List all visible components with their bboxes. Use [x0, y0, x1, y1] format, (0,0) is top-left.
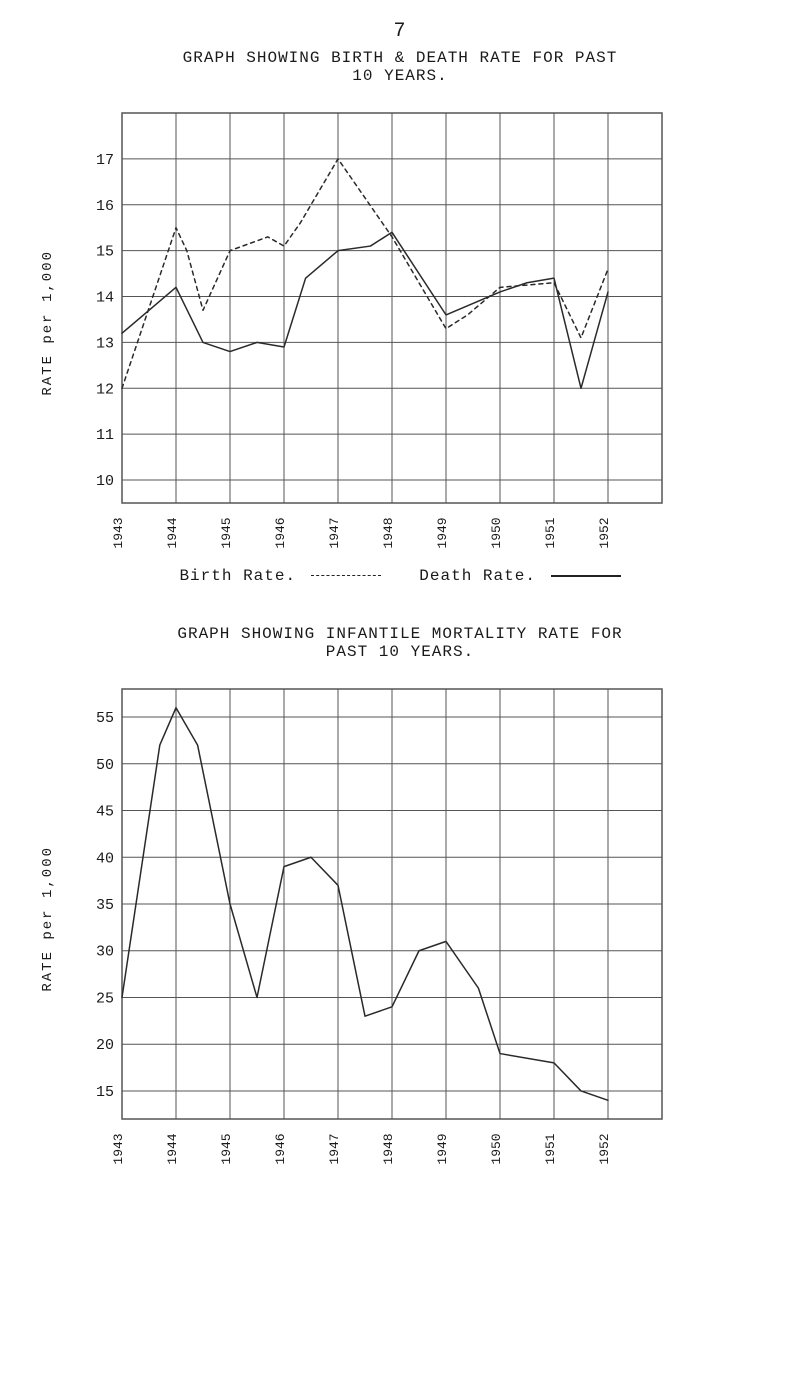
- svg-text:1943: 1943: [111, 1133, 126, 1164]
- svg-text:1949: 1949: [435, 517, 450, 548]
- page-number: 7: [40, 20, 760, 43]
- svg-text:50: 50: [96, 757, 114, 774]
- chart1-svg-wrap: 10 11 12 13 14 15 16 17 1943 1944 1945 1946 1947 1948…: [62, 93, 760, 553]
- chart1-yaxis-label-container: RATE per 1,000: [40, 93, 62, 553]
- chart2-yaxis-label-container: RATE per 1,000: [40, 669, 62, 1169]
- chart1-legend: Birth Rate. Death Rate.: [40, 567, 760, 585]
- svg-text:13: 13: [96, 335, 114, 352]
- svg-text:1949: 1949: [435, 1133, 450, 1164]
- svg-text:10: 10: [96, 473, 114, 490]
- chart2-title: GRAPH SHOWING INFANTILE MORTALITY RATE F…: [40, 625, 760, 661]
- chart1-svg: 10 11 12 13 14 15 16 17 1943 1944 1945 1946 1947 1948…: [62, 93, 682, 553]
- svg-text:1948: 1948: [381, 517, 396, 548]
- birth-death-chart-block: GRAPH SHOWING BIRTH & DEATH RATE FOR PAS…: [40, 49, 760, 585]
- svg-text:11: 11: [96, 427, 114, 444]
- infant-mortality-chart-block: GRAPH SHOWING INFANTILE MORTALITY RATE F…: [40, 625, 760, 1169]
- svg-text:45: 45: [96, 804, 114, 821]
- chart2-yaxis-label: RATE per 1,000: [40, 846, 56, 992]
- svg-text:1943: 1943: [111, 517, 126, 548]
- svg-text:1950: 1950: [489, 517, 504, 548]
- legend-birth: Birth Rate.: [179, 567, 380, 585]
- svg-text:12: 12: [96, 381, 114, 398]
- legend-death-label: Death Rate.: [419, 567, 536, 585]
- svg-text:30: 30: [96, 944, 114, 961]
- svg-text:1946: 1946: [273, 517, 288, 548]
- svg-text:1948: 1948: [381, 1133, 396, 1164]
- svg-text:1945: 1945: [219, 1133, 234, 1164]
- legend-birth-label: Birth Rate.: [179, 567, 296, 585]
- svg-text:55: 55: [96, 710, 114, 727]
- svg-text:1945: 1945: [219, 517, 234, 548]
- svg-text:15: 15: [96, 1084, 114, 1101]
- svg-text:1951: 1951: [543, 1133, 558, 1164]
- svg-text:14: 14: [96, 290, 114, 307]
- legend-death-swatch-icon: [551, 575, 621, 577]
- svg-text:1950: 1950: [489, 1133, 504, 1164]
- svg-text:1947: 1947: [327, 517, 342, 548]
- chart1-yaxis-label: RATE per 1,000: [40, 250, 56, 396]
- svg-text:35: 35: [96, 897, 114, 914]
- chart1-title: GRAPH SHOWING BIRTH & DEATH RATE FOR PAS…: [40, 49, 760, 85]
- legend-birth-swatch-icon: [311, 575, 381, 576]
- svg-text:1944: 1944: [165, 1133, 180, 1164]
- svg-text:40: 40: [96, 850, 114, 867]
- legend-death: Death Rate.: [419, 567, 620, 585]
- svg-text:17: 17: [96, 152, 114, 169]
- svg-text:1946: 1946: [273, 1133, 288, 1164]
- svg-text:1947: 1947: [327, 1133, 342, 1164]
- svg-text:1944: 1944: [165, 517, 180, 548]
- svg-text:1952: 1952: [597, 517, 612, 548]
- svg-text:20: 20: [96, 1037, 114, 1054]
- chart2-svg-wrap: 15 20 25 30 35 40 45 50 55 1943 1944 1945 1946 1947 19…: [62, 669, 760, 1169]
- svg-text:1952: 1952: [597, 1133, 612, 1164]
- svg-text:16: 16: [96, 198, 114, 215]
- svg-text:1951: 1951: [543, 517, 558, 548]
- chart2-svg: 15 20 25 30 35 40 45 50 55 1943 1944 1945 1946 1947 19…: [62, 669, 682, 1169]
- svg-text:15: 15: [96, 244, 114, 261]
- svg-text:25: 25: [96, 990, 114, 1007]
